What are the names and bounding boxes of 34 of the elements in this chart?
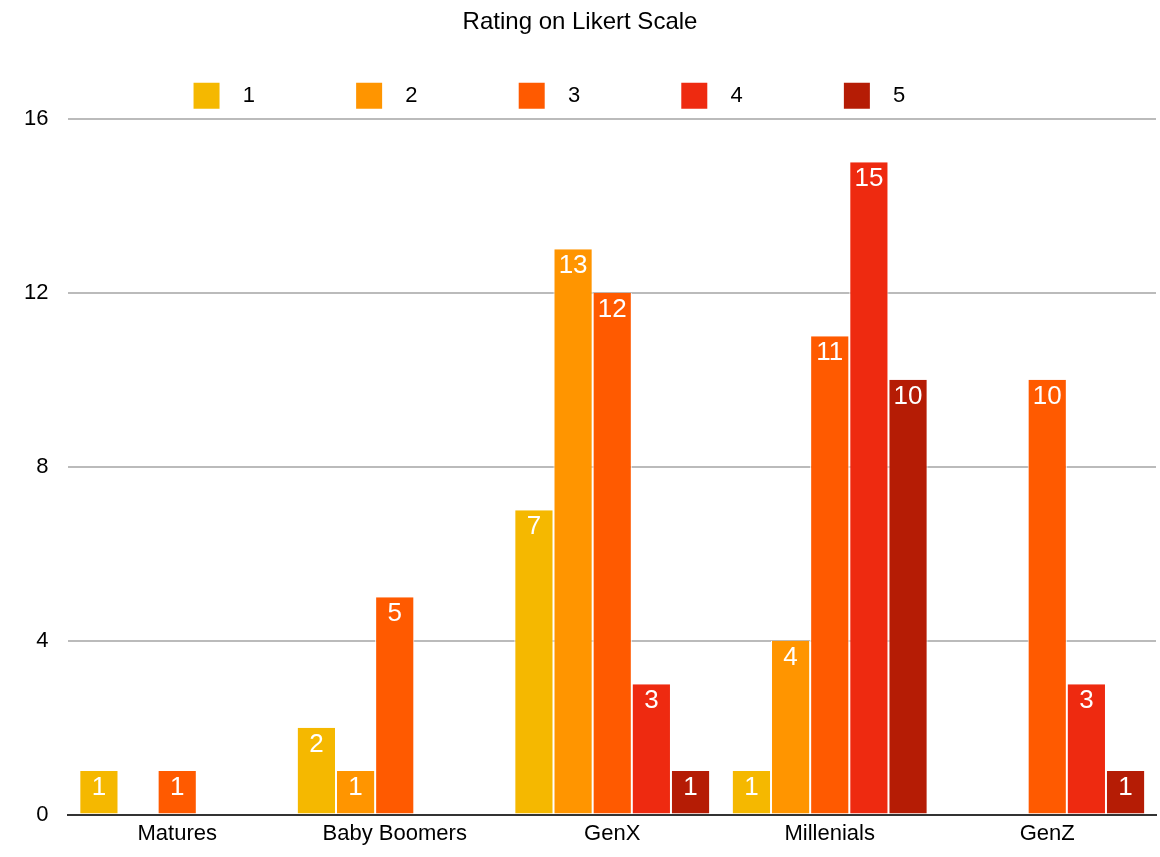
data-label: 3 bbox=[1079, 684, 1094, 715]
legend-label: 5 bbox=[880, 81, 967, 107]
x-tick-label: Matures bbox=[137, 819, 217, 845]
data-label: 10 bbox=[1032, 379, 1062, 410]
data-label: 1 bbox=[1118, 771, 1133, 802]
data-label: 13 bbox=[558, 249, 588, 280]
data-label: 1 bbox=[744, 771, 759, 802]
data-label: 12 bbox=[597, 292, 627, 323]
legend-title: Rating on Likert Scale bbox=[462, 6, 698, 34]
x-tick-label: Millenials bbox=[784, 819, 875, 845]
data-label: 4 bbox=[783, 640, 798, 671]
data-label: 1 bbox=[91, 771, 107, 802]
data-label: 1 bbox=[683, 771, 698, 802]
data-label: 10 bbox=[893, 379, 923, 410]
x-tick-label: GenZ bbox=[1019, 819, 1075, 845]
data-label: 5 bbox=[387, 597, 402, 628]
data-label: 7 bbox=[526, 510, 542, 541]
y-tick-label: 4 bbox=[36, 626, 49, 652]
legend-label: 4 bbox=[718, 81, 804, 107]
data-label: 3 bbox=[644, 684, 659, 715]
legend-label: 1 bbox=[230, 81, 317, 107]
y-tick-label: 0 bbox=[36, 800, 49, 826]
data-label: 15 bbox=[854, 162, 884, 193]
y-tick-label: 12 bbox=[23, 278, 49, 304]
x-tick-label: GenX bbox=[584, 819, 641, 845]
data-label: 1 bbox=[348, 771, 363, 802]
y-tick-label: 8 bbox=[36, 452, 49, 478]
legend-label: 3 bbox=[555, 81, 642, 107]
x-tick-label: Baby Boomers bbox=[322, 819, 467, 845]
data-label: 2 bbox=[309, 727, 324, 758]
data-label: 1 bbox=[169, 771, 185, 802]
data-label: 11 bbox=[816, 336, 844, 367]
legend-label: 2 bbox=[393, 81, 479, 107]
y-tick-label: 16 bbox=[23, 104, 49, 130]
